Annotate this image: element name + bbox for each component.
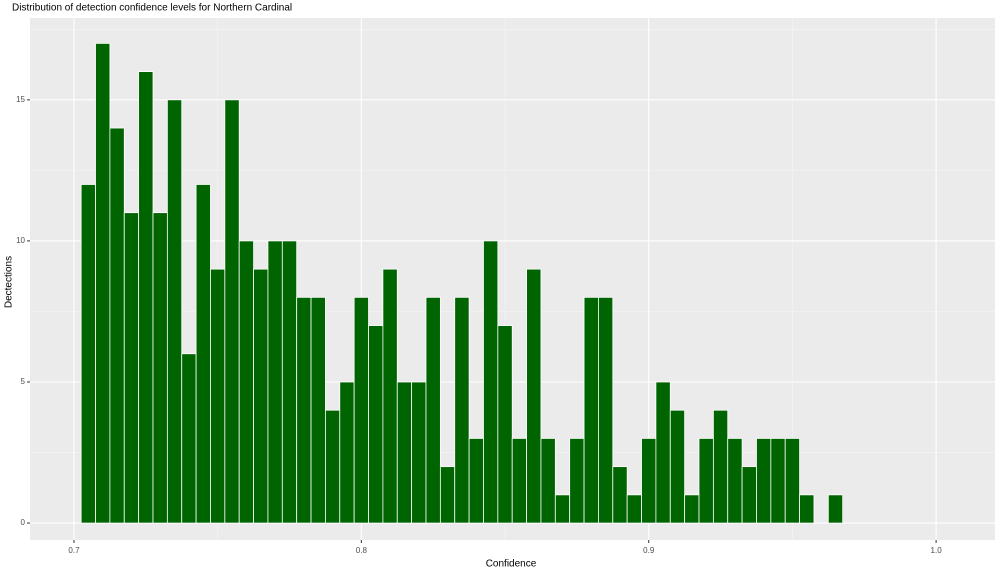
bar: [166, 99, 183, 524]
bar: [612, 466, 628, 524]
x-axis-label: Confidence: [486, 559, 537, 570]
bar: [281, 240, 298, 524]
x-tick-label: 0.8: [356, 546, 368, 555]
bar: [310, 296, 326, 524]
bar: [411, 381, 427, 524]
bar: [641, 438, 657, 524]
bar: [712, 409, 729, 524]
bar: [511, 438, 527, 524]
bar: [497, 325, 513, 524]
bar: [554, 494, 571, 524]
bar: [669, 409, 686, 524]
x-tick-label: 0.9: [643, 546, 655, 555]
bar: [95, 42, 111, 524]
bar: [368, 325, 384, 524]
bar: [598, 296, 614, 524]
bar: [138, 71, 154, 524]
bar: [799, 494, 815, 524]
y-tick-label: 10: [16, 236, 25, 245]
bar: [741, 466, 757, 524]
bar: [425, 296, 441, 524]
bar: [784, 438, 800, 524]
bar: [238, 240, 254, 524]
bar: [626, 494, 642, 524]
bar: [396, 381, 413, 524]
bar: [454, 296, 470, 524]
bar: [684, 494, 700, 524]
bar: [827, 494, 844, 524]
bar: [770, 438, 786, 524]
bar: [655, 381, 671, 524]
bar: [253, 268, 269, 524]
x-tick-label: 0.7: [68, 546, 80, 555]
bar: [109, 127, 125, 524]
y-tick-label: 15: [16, 95, 25, 104]
bar: [267, 240, 283, 524]
bar: [339, 381, 355, 524]
bar: [583, 296, 599, 524]
bar: [80, 184, 96, 524]
bar: [195, 184, 211, 524]
bar: [540, 438, 556, 524]
bar: [727, 438, 743, 524]
y-axis-label: Dectections: [4, 256, 15, 308]
bar: [439, 466, 456, 524]
bar: [152, 212, 168, 524]
bar: [569, 438, 585, 524]
bar: [325, 409, 341, 524]
y-tick-label: 5: [21, 377, 26, 386]
bar: [698, 438, 714, 524]
bar: [123, 212, 140, 524]
bar: [483, 240, 499, 524]
bar: [468, 438, 484, 524]
bar: [353, 296, 369, 524]
bar: [181, 353, 197, 524]
y-tick-label: 0: [21, 518, 26, 527]
bar: [224, 99, 240, 524]
bar: [526, 268, 542, 524]
bar: [382, 268, 398, 524]
bar: [210, 268, 226, 524]
chart-title: Distribution of detection confidence lev…: [12, 3, 292, 14]
x-tick-label: 1.0: [931, 546, 943, 555]
bar: [756, 438, 772, 524]
bar: [296, 296, 312, 524]
